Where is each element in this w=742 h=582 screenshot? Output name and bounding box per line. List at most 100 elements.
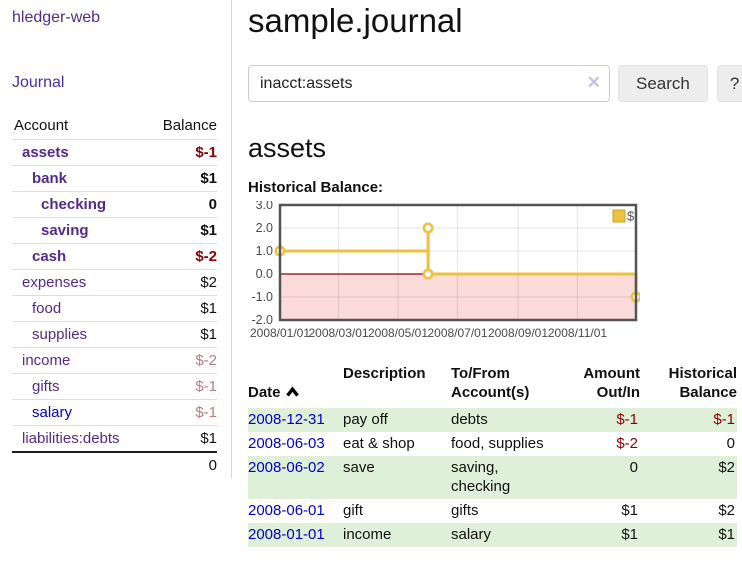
register-amount-cell: 0 — [629, 459, 638, 476]
account-link[interactable]: checking — [41, 196, 107, 213]
accounts-total-value: 0 — [208, 457, 217, 474]
sort-ascending-icon — [285, 386, 299, 397]
transaction-date-link[interactable]: 2008-01-01 — [248, 526, 325, 543]
svg-text:2008/05/01: 2008/05/01 — [368, 326, 428, 340]
svg-text:2008/09/01: 2008/09/01 — [488, 326, 548, 340]
account-balance: $-1 — [195, 144, 217, 161]
account-row: checking 0 — [12, 191, 217, 218]
register-amount-cell: $-2 — [616, 435, 638, 452]
account-link[interactable]: supplies — [32, 326, 88, 343]
search-input-wrap: ✕ — [248, 65, 610, 102]
account-link[interactable]: expenses — [22, 274, 87, 291]
register-date-cell: 2008-06-02 — [248, 456, 343, 499]
accounts-body: assets $-1 bank $1 checking — [12, 139, 217, 479]
accounts-header-balance: Balance — [162, 117, 217, 134]
account-row: food $1 — [12, 295, 217, 322]
accounts-total-label-cell — [12, 452, 148, 478]
svg-text:2008/11/01: 2008/11/01 — [548, 326, 607, 340]
account-row: expenses $2 — [12, 269, 217, 296]
account-link[interactable]: gifts — [32, 378, 60, 395]
account-balance: $1 — [200, 170, 217, 187]
clear-search-icon[interactable]: ✕ — [586, 73, 601, 92]
register-description-cell: income — [343, 526, 392, 543]
register-row: 2008-06-03 eat & shop food, supplies $-2… — [248, 432, 737, 456]
account-balance: $-2 — [195, 248, 217, 265]
register-date-cell: 2008-06-03 — [248, 432, 343, 456]
register-row: 2008-06-01 gift gifts $1 $2 — [248, 499, 737, 523]
account-link[interactable]: saving — [41, 222, 89, 239]
account-link[interactable]: bank — [32, 170, 68, 187]
svg-text:-2.0: -2.0 — [251, 313, 273, 327]
account-link[interactable]: assets — [22, 144, 69, 161]
register-balance-cell: $2 — [718, 502, 735, 519]
account-link[interactable]: salary — [32, 404, 73, 421]
svg-text:$: $ — [627, 209, 635, 224]
register-header-amount: Amount Out/In — [583, 365, 640, 401]
register-body: 2008-12-31 pay off debts $-1 $-1 2008-06… — [248, 408, 737, 547]
app-title-link[interactable]: hledger-web — [12, 9, 101, 26]
accounts-header-row: Account Balance — [12, 113, 217, 140]
account-balance: $1 — [200, 300, 217, 317]
transaction-date-link[interactable]: 2008-06-03 — [248, 435, 325, 452]
account-name-cell: bank — [12, 166, 148, 192]
svg-text:2.0: 2.0 — [256, 221, 273, 235]
register-header-accounts: To/From Account(s) — [451, 365, 530, 401]
account-row: income $-2 — [12, 347, 217, 374]
register-description-cell: pay off — [343, 411, 388, 428]
transaction-date-link[interactable]: 2008-06-01 — [248, 502, 325, 519]
account-balance: $2 — [200, 274, 217, 291]
accounts-table: Account Balance assets $-1 bank — [12, 113, 217, 478]
register-date-cell: 2008-01-01 — [248, 523, 343, 547]
register-accounts-cell: gifts — [451, 502, 479, 519]
account-link[interactable]: cash — [32, 248, 67, 265]
register-row: 2008-06-02 save saving, checking 0 $2 — [248, 456, 737, 499]
svg-text:0.0: 0.0 — [256, 267, 273, 281]
account-balance: $1 — [200, 326, 217, 343]
account-heading: assets — [248, 133, 327, 163]
account-balance: $1 — [200, 430, 217, 447]
account-balance: $-2 — [195, 352, 217, 369]
accounts-header-account: Account — [14, 117, 69, 134]
main-content: sample.journal ✕ Search ? assets Histori… — [232, 0, 742, 547]
account-link[interactable]: liabilities:debts — [22, 430, 120, 447]
account-name-cell: income — [12, 348, 148, 374]
page-title: sample.journal — [248, 2, 463, 39]
historical-balance-chart: 3.0 2.0 1.0 0.0 -1.0 -2.0 2008/01/01 2008/03/01… — [248, 198, 742, 353]
register-table: Date Description To/From Account(s) Amou… — [248, 362, 737, 547]
account-row: gifts $-1 — [12, 373, 217, 400]
historical-balance-chart-svg: 3.0 2.0 1.0 0.0 -1.0 -2.02008/01/012008/03/01… — [250, 198, 642, 340]
register-header-balance: Historical Balance — [668, 365, 737, 401]
account-balance: $1 — [200, 222, 217, 239]
account-row: salary $-1 — [12, 399, 217, 426]
account-row: assets $-1 — [12, 139, 217, 166]
transaction-date-link[interactable]: 2008-06-02 — [248, 459, 325, 476]
register-header-date-label: Date — [248, 384, 281, 401]
account-name-cell: checking — [12, 192, 148, 218]
sidebar-nav: Journal — [12, 74, 217, 92]
account-name-cell: expenses — [12, 270, 148, 296]
register-balance-cell: $1 — [718, 526, 735, 543]
sidebar: hledger-web Journal Account Balance asse… — [0, 0, 232, 478]
register-header-row: Date Description To/From Account(s) Amou… — [248, 362, 737, 408]
account-name-cell: assets — [12, 140, 148, 166]
register-row: 2008-01-01 income salary $1 $1 — [248, 523, 737, 547]
account-name-cell: supplies — [12, 322, 148, 348]
search-input[interactable] — [248, 65, 610, 102]
register-date-cell: 2008-06-01 — [248, 499, 343, 523]
account-row: saving $1 — [12, 217, 217, 244]
accounts-total-row: 0 — [12, 452, 217, 478]
account-name-cell: gifts — [12, 374, 148, 400]
account-link[interactable]: income — [22, 352, 71, 369]
transaction-date-link[interactable]: 2008-12-31 — [248, 411, 325, 428]
help-button[interactable]: ? — [716, 65, 742, 102]
register-description-cell: eat & shop — [343, 435, 415, 452]
account-link[interactable]: food — [32, 300, 62, 317]
search-button[interactable]: Search — [618, 65, 708, 102]
account-row: supplies $1 — [12, 321, 217, 348]
sidebar-item-journal[interactable]: Journal — [12, 74, 65, 91]
register-header-date[interactable]: Date — [248, 362, 343, 408]
account-balance: $-1 — [195, 378, 217, 395]
chart-title: Historical Balance: — [248, 179, 384, 196]
account-name-cell: liabilities:debts — [12, 426, 148, 453]
register-balance-cell: 0 — [726, 435, 735, 452]
